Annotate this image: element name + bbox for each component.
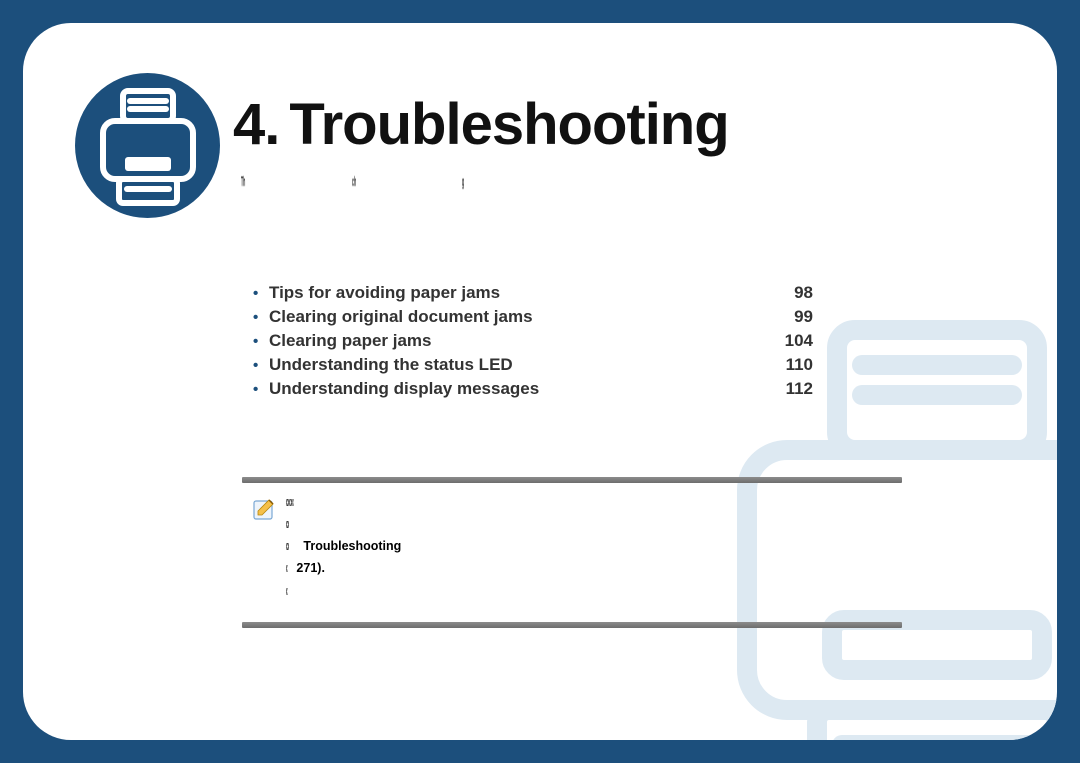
toc-label: Clearing original document jams	[269, 307, 769, 327]
toc-page: 99	[769, 307, 813, 327]
toc-page: 104	[769, 331, 813, 351]
toc-row[interactable]: •Tips for avoiding paper jams98	[253, 283, 813, 303]
note-line: x 271).	[286, 559, 866, 577]
toc-bullet: •	[253, 333, 269, 350]
note-pencil-icon	[252, 495, 278, 521]
note-line: xx	[286, 515, 866, 533]
toc-label: Understanding the status LED	[269, 355, 769, 375]
toc-page: 110	[769, 355, 813, 375]
chapter-toc: •Tips for avoiding paper jams98•Clearing…	[253, 283, 813, 403]
toc-bullet: •	[253, 357, 269, 374]
toc-label: Understanding display messages	[269, 379, 769, 399]
toc-bullet: •	[253, 381, 269, 398]
note-text: xxxxxxx xx Troubleshootingx 271).x	[286, 493, 866, 604]
chapter-printer-icon	[75, 73, 220, 218]
chapter-number: 4.	[233, 92, 279, 157]
toc-bullet: •	[253, 309, 269, 326]
chapter-subtitle: Th ch g	[241, 173, 961, 189]
toc-page: 98	[769, 283, 813, 303]
toc-page: 112	[769, 379, 813, 399]
note-bottom-bar	[242, 622, 902, 628]
toc-row[interactable]: •Understanding the status LED110	[253, 355, 813, 375]
manual-page: 4.Troubleshooting Th ch g •Tips for avoi…	[23, 23, 1057, 740]
toc-bullet: •	[253, 285, 269, 302]
note-box: xxxxxxx xx Troubleshootingx 271).x	[242, 477, 902, 628]
toc-row[interactable]: •Clearing paper jams104	[253, 331, 813, 351]
toc-label: Tips for avoiding paper jams	[269, 283, 769, 303]
note-line: xx Troubleshooting	[286, 537, 866, 555]
note-line: xxxxx	[286, 493, 866, 511]
chapter-title: 4.Troubleshooting	[233, 91, 729, 158]
chapter-title-text: Troubleshooting	[289, 92, 728, 157]
toc-row[interactable]: •Clearing original document jams99	[253, 307, 813, 327]
toc-label: Clearing paper jams	[269, 331, 769, 351]
toc-row[interactable]: •Understanding display messages112	[253, 379, 813, 399]
note-line: x	[286, 582, 866, 600]
